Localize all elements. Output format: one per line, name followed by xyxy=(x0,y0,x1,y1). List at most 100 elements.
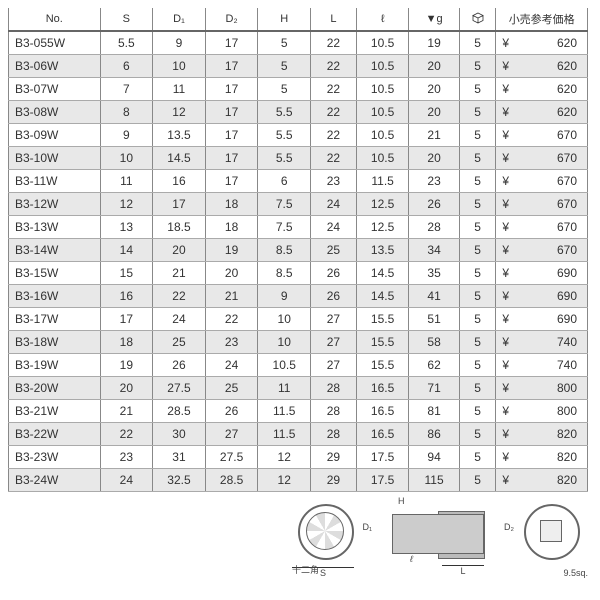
cell: 20 xyxy=(153,239,206,262)
col-header: D₂ xyxy=(205,8,258,31)
cell: B3-08W xyxy=(9,101,101,124)
cell: 22 xyxy=(100,423,153,446)
label-l: L xyxy=(442,565,484,576)
cell: B3-10W xyxy=(9,147,101,170)
table-row: B3-10W1014.5175.52210.5205¥670 xyxy=(9,147,588,170)
table-row: B3-09W913.5175.52210.5215¥670 xyxy=(9,124,588,147)
cell: 17.5 xyxy=(356,469,409,492)
cell: 5 xyxy=(459,170,496,193)
cell: B3-12W xyxy=(9,193,101,216)
cell: 18.5 xyxy=(153,216,206,239)
table-row: B3-08W812175.52210.5205¥620 xyxy=(9,101,588,124)
cell: 10 xyxy=(258,331,311,354)
cell: 26 xyxy=(311,285,357,308)
table-row: B3-11W11161762311.5235¥670 xyxy=(9,170,588,193)
cell: 25 xyxy=(311,239,357,262)
col-header xyxy=(459,8,496,31)
cell: 17 xyxy=(205,101,258,124)
table-row: B3-15W1521208.52614.5355¥690 xyxy=(9,262,588,285)
label-l2: ℓ xyxy=(410,554,413,564)
table-row: B3-07W7111752210.5205¥620 xyxy=(9,78,588,101)
table-row: B3-16W16222192614.5415¥690 xyxy=(9,285,588,308)
cell: 11 xyxy=(258,377,311,400)
cell: 5 xyxy=(459,55,496,78)
cell: 9 xyxy=(153,31,206,55)
cell: ¥670 xyxy=(496,216,588,239)
cell: 17 xyxy=(205,170,258,193)
cell: 41 xyxy=(409,285,459,308)
cell: 5 xyxy=(459,262,496,285)
cell: 20 xyxy=(409,78,459,101)
cell: B3-18W xyxy=(9,331,101,354)
cell: 62 xyxy=(409,354,459,377)
cell: 28 xyxy=(311,423,357,446)
table-row: B3-17W172422102715.5515¥690 xyxy=(9,308,588,331)
cell: 30 xyxy=(153,423,206,446)
cell: 5 xyxy=(459,308,496,331)
cell: 17 xyxy=(153,193,206,216)
cell: 14.5 xyxy=(153,147,206,170)
cell: 16 xyxy=(100,285,153,308)
cell: 13 xyxy=(100,216,153,239)
cell: 22 xyxy=(311,55,357,78)
cell: 86 xyxy=(409,423,459,446)
cell: B3-09W xyxy=(9,124,101,147)
cell: ¥620 xyxy=(496,55,588,78)
table-row: B3-13W1318.5187.52412.5285¥670 xyxy=(9,216,588,239)
cell: 24 xyxy=(100,469,153,492)
cell: 12 xyxy=(100,193,153,216)
cell: 24 xyxy=(153,308,206,331)
cell: 7.5 xyxy=(258,216,311,239)
table-row: B3-055W5.591752210.5195¥620 xyxy=(9,31,588,55)
cell: 32.5 xyxy=(153,469,206,492)
cell: 17 xyxy=(205,31,258,55)
cell: 5 xyxy=(459,78,496,101)
cell: 10.5 xyxy=(356,31,409,55)
cell: 11 xyxy=(100,170,153,193)
table-row: B3-24W2432.528.5122917.51155¥820 xyxy=(9,469,588,492)
cell: 21 xyxy=(153,262,206,285)
label-d2: D₂ xyxy=(504,522,514,532)
cell: ¥670 xyxy=(496,124,588,147)
col-header: D₁ xyxy=(153,8,206,31)
cell: 7.5 xyxy=(258,193,311,216)
cell: 5 xyxy=(459,331,496,354)
table-row: B3-18W182523102715.5585¥740 xyxy=(9,331,588,354)
cell: ¥690 xyxy=(496,262,588,285)
cell: 24 xyxy=(205,354,258,377)
cell: 12 xyxy=(153,101,206,124)
cell: 17 xyxy=(205,124,258,147)
cell: 94 xyxy=(409,446,459,469)
cell: 29 xyxy=(311,469,357,492)
cell: 58 xyxy=(409,331,459,354)
cell: 5.5 xyxy=(258,101,311,124)
cell: ¥620 xyxy=(496,101,588,124)
cell: 28.5 xyxy=(153,400,206,423)
cell: 5 xyxy=(459,377,496,400)
box-icon xyxy=(472,12,484,24)
cell: 11.5 xyxy=(258,400,311,423)
cell: B3-23W xyxy=(9,446,101,469)
col-header: 小売参考価格 xyxy=(496,8,588,31)
cell: 8.5 xyxy=(258,239,311,262)
cell: 10 xyxy=(258,308,311,331)
cell: 28.5 xyxy=(205,469,258,492)
cell: 12 xyxy=(258,446,311,469)
cell: ¥740 xyxy=(496,331,588,354)
cell: 20 xyxy=(409,147,459,170)
cell: 22 xyxy=(311,101,357,124)
cell: ¥690 xyxy=(496,308,588,331)
cell: 18 xyxy=(100,331,153,354)
col-header: No. xyxy=(9,8,101,31)
cell: B3-07W xyxy=(9,78,101,101)
table-row: B3-20W2027.525112816.5715¥800 xyxy=(9,377,588,400)
cell: 10.5 xyxy=(356,147,409,170)
cell: 24 xyxy=(311,216,357,239)
label-drive: 9.5sq. xyxy=(563,568,588,578)
front-view: D₁ S 十二角 xyxy=(292,498,362,578)
cell: 29 xyxy=(311,446,357,469)
cell: B3-24W xyxy=(9,469,101,492)
cell: 20 xyxy=(205,262,258,285)
cell: 26 xyxy=(311,262,357,285)
cell: 20 xyxy=(409,55,459,78)
